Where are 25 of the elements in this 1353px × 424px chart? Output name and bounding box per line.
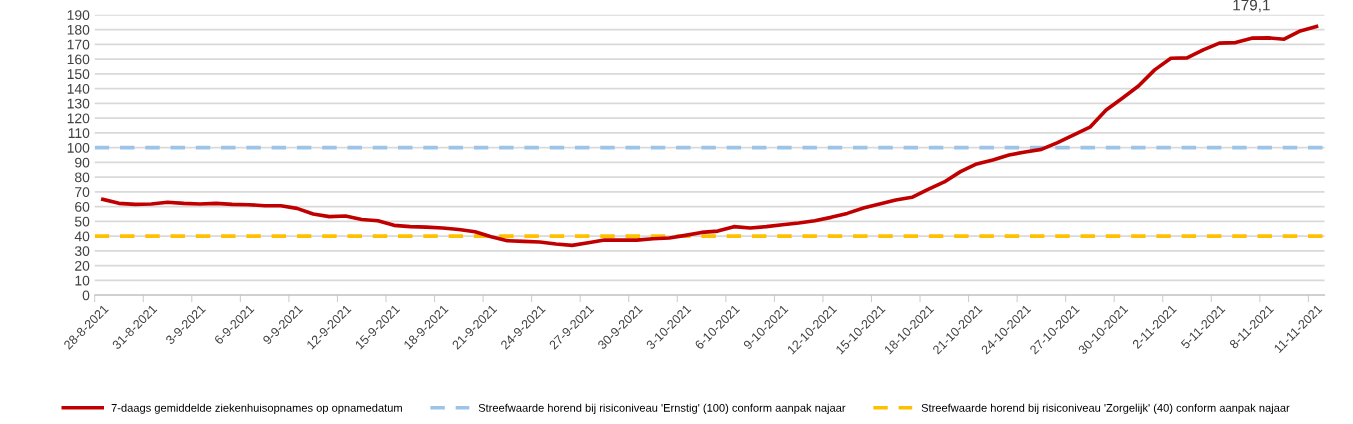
text: 179,1: [1233, 0, 1270, 13]
line-series: [100, 24, 1319, 248]
y-tick-label: 30: [74, 246, 90, 257]
y-tick-label: 190: [67, 10, 90, 21]
y-tick-label: 150: [67, 69, 90, 80]
legend-label: Streefwaarde horend bij risiconiveau 'Zorgelijk' (40) conform aanpak najaar: [921, 403, 1290, 414]
y-tick-label: 80: [75, 172, 90, 183]
y-tick-label: 0: [82, 290, 90, 301]
y-tick-label: 180: [67, 24, 90, 35]
y-tick-label: 50: [74, 216, 90, 227]
y-tick-label: 10: [75, 275, 90, 286]
y-tick-label: 60: [75, 201, 90, 212]
y-tick-label: 90: [75, 157, 90, 168]
legend-label: Streefwaarde horend bij risiconiveau 'Ernstig' (100) conform aanpak najaar: [478, 403, 846, 414]
y-tick-label: 140: [67, 83, 90, 94]
y-tick-label: 170: [67, 39, 90, 50]
y-tick-label: 130: [67, 98, 90, 109]
y-tick-label: 70: [75, 187, 90, 198]
y-tick-label: 120: [67, 113, 90, 124]
y-tick-label: 110: [68, 128, 90, 139]
y-tick-label: 160: [67, 54, 90, 65]
legend-label: 7-daags gemiddelde ziekenhuisopnames op opnamedatum: [111, 403, 402, 414]
y-tick-label: 40: [74, 231, 90, 242]
y-tick-label: 100: [67, 142, 90, 153]
y-tick-label: 20: [75, 260, 90, 271]
